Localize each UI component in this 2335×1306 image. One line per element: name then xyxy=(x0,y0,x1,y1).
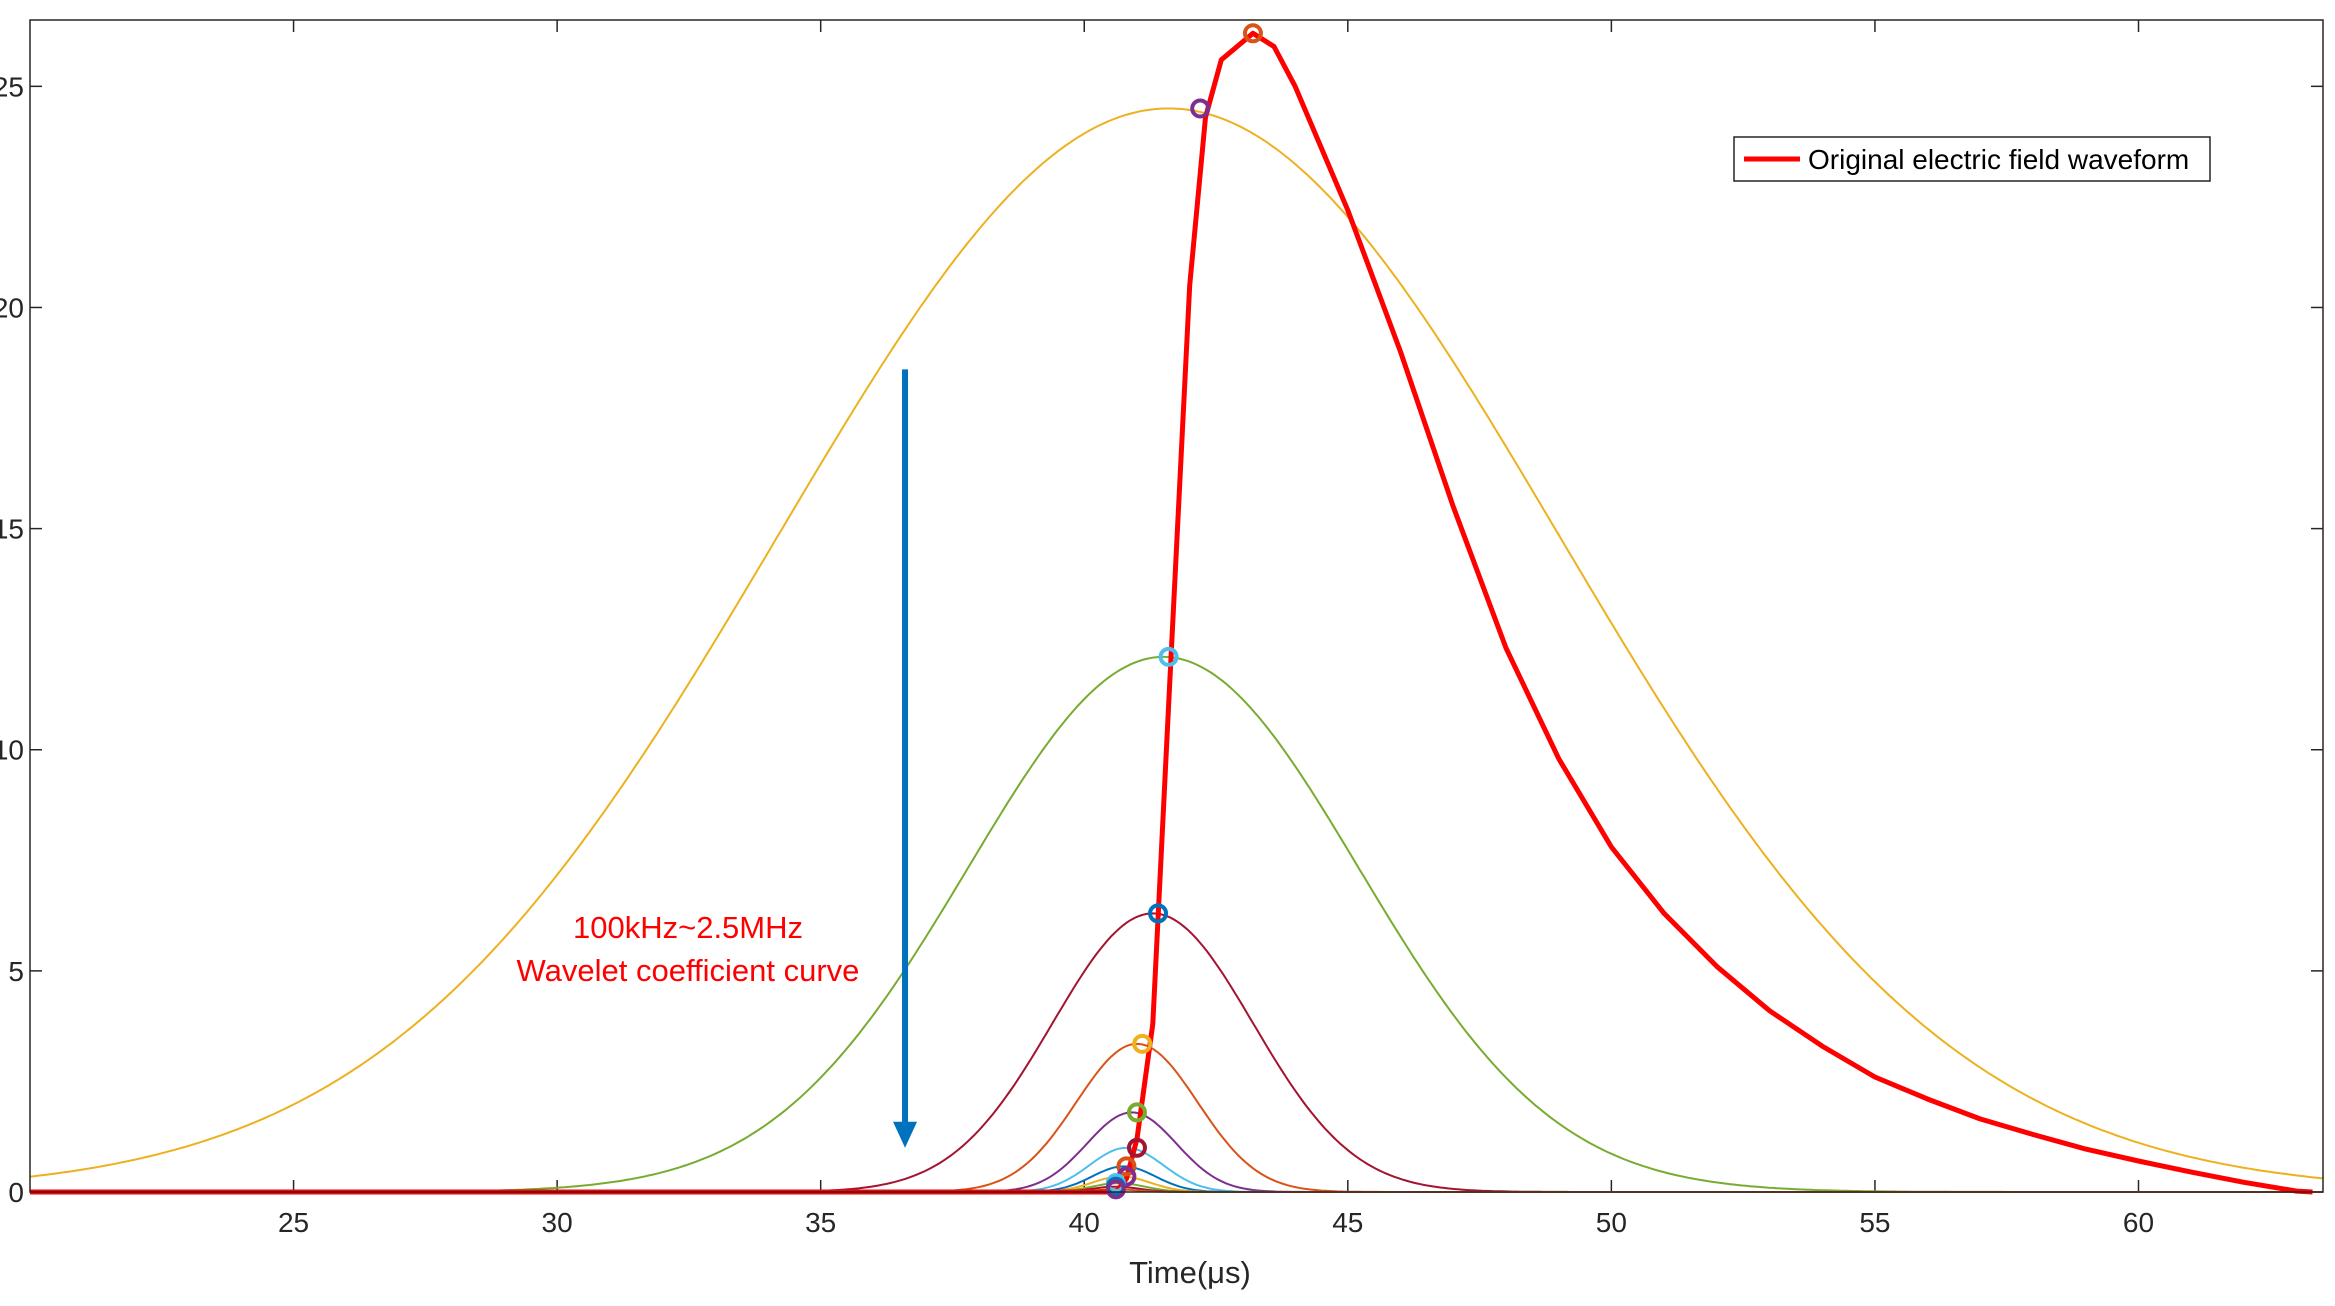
y-tick-label: 20 xyxy=(0,292,24,323)
peak-marker-coef-11 xyxy=(1105,1179,1126,1200)
series-line-coef-1 xyxy=(29,107,2324,1180)
y-tick-label: 25 xyxy=(0,71,24,102)
arrow-head xyxy=(893,1121,918,1148)
x-tick-label: 25 xyxy=(278,1207,309,1238)
legend-box xyxy=(1733,136,2211,182)
annotation-line-2: Wavelet coefficient curve xyxy=(517,953,860,988)
plot-frame xyxy=(29,19,2324,1193)
x-axis: 25 30 35 40 45 50 55 60 xyxy=(278,20,2154,1238)
x-tick-label: 55 xyxy=(1859,1207,1890,1238)
x-tick-label: 50 xyxy=(1596,1207,1627,1238)
peak-marker-original xyxy=(1242,23,1263,44)
x-axis-title: Time(μs) xyxy=(1129,1255,1251,1290)
annotation-line-1: 100kHz~2.5MHz xyxy=(573,910,803,945)
peak-marker-coef-3 xyxy=(1148,903,1169,924)
peak-marker-coef-2 xyxy=(1158,646,1179,667)
x-tick-label: 45 xyxy=(1332,1207,1363,1238)
x-tick-label: 35 xyxy=(805,1207,836,1238)
peak-marker-coef-6 xyxy=(1126,1137,1147,1158)
marker-layer xyxy=(1105,23,1263,1200)
legend-label: Original electric field waveform xyxy=(1808,144,2189,175)
x-tick-label: 60 xyxy=(2123,1207,2154,1238)
annotation-arrow xyxy=(893,369,918,1148)
peak-marker-coef-4 xyxy=(1132,1033,1153,1054)
x-tick-label: 30 xyxy=(542,1207,573,1238)
legend: Original electric field waveform xyxy=(1733,136,2211,182)
peak-marker-coef-5 xyxy=(1126,1102,1147,1123)
series-line-original-waveform xyxy=(30,30,2313,1195)
peak-marker-coef-1 xyxy=(1190,98,1211,119)
peak-marker-coef-7 xyxy=(1116,1156,1137,1177)
y-tick-label: 5 xyxy=(8,956,24,987)
y-axis: 0 5 10 15 20 25 xyxy=(0,71,2323,1208)
y-tick-label: 15 xyxy=(0,514,24,545)
x-tick-label: 40 xyxy=(1069,1207,1100,1238)
y-tick-label: 10 xyxy=(0,735,24,766)
y-tick-label: 0 xyxy=(8,1177,24,1208)
